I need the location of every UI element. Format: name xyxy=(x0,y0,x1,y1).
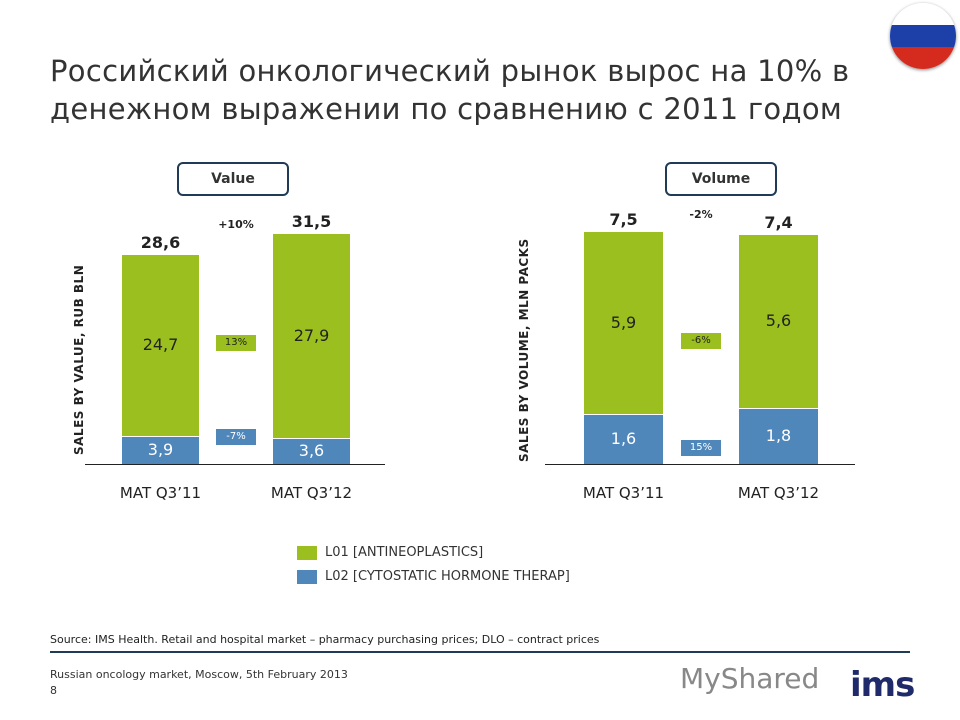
x-axis-line xyxy=(85,464,385,465)
segment-label: 5,9 xyxy=(610,312,637,332)
page-title: Российский онкологический рынок вырос на… xyxy=(50,54,850,126)
volume-y-axis-label: SALES BY VOLUME, MLN PACKS xyxy=(517,238,531,462)
legend-item-l01: L01 [ANTINEOPLASTICS] xyxy=(297,545,483,560)
segment-label: 5,6 xyxy=(765,311,792,331)
legend-item-l02: L02 [CYTOSTATIC HORMONE THERAP] xyxy=(297,569,570,584)
change-arrow-l02: -7% xyxy=(216,429,256,445)
segment-label: 24,7 xyxy=(142,335,179,355)
segment-label: 3,9 xyxy=(147,439,174,459)
change-arrow-l01: -6% xyxy=(681,333,721,349)
value-y-axis-label: SALES BY VALUE, RUB BLN xyxy=(72,264,86,455)
bar-segment-l01 xyxy=(584,231,663,415)
footer-text: Russian oncology market, Moscow, 5th Feb… xyxy=(50,668,348,681)
x-tick-label: MAT Q3’12 xyxy=(737,484,820,502)
x-tick-label: MAT Q3’11 xyxy=(582,484,665,502)
x-tick-label: MAT Q3’12 xyxy=(270,484,353,502)
watermark: MyShared xyxy=(680,662,820,695)
value-header: Value xyxy=(177,162,289,196)
total-label: 31,5 xyxy=(291,212,332,232)
segment-label: 3,6 xyxy=(298,440,325,460)
legend-label: L02 [CYTOSTATIC HORMONE THERAP] xyxy=(325,569,570,584)
x-tick-label: MAT Q3’11 xyxy=(119,484,202,502)
bar-segment-l02 xyxy=(739,408,818,464)
volume-header: Volume xyxy=(665,162,777,196)
x-axis-line xyxy=(545,464,855,465)
legend-swatch-l01 xyxy=(297,545,317,560)
segment-label: 27,9 xyxy=(293,325,330,345)
ims-logo: ims xyxy=(850,665,915,705)
total-label: 28,6 xyxy=(140,233,181,253)
total-change-label: +10% xyxy=(218,218,254,231)
total-change-label: -2% xyxy=(689,208,713,221)
total-label: 7,4 xyxy=(764,212,793,232)
page-number: 8 xyxy=(50,684,57,697)
bar-segment-l02 xyxy=(122,435,199,464)
change-arrow-l01: 13% xyxy=(216,335,256,351)
segment-label: 1,6 xyxy=(610,429,637,449)
bar-segment-l02 xyxy=(273,437,350,464)
segment-label: 1,8 xyxy=(765,426,792,446)
legend-label: L01 [ANTINEOPLASTICS] xyxy=(325,545,484,560)
bar-segment-l01 xyxy=(122,255,199,436)
source-note: Source: IMS Health. Retail and hospital … xyxy=(50,633,600,646)
legend-swatch-l02 xyxy=(297,569,317,584)
total-label: 7,5 xyxy=(609,209,638,229)
footer-divider xyxy=(50,651,910,653)
bar-segment-l02 xyxy=(584,414,663,464)
bar-segment-l01 xyxy=(273,234,350,438)
change-arrow-l02: 15% xyxy=(681,440,721,456)
bar-segment-l01 xyxy=(739,234,818,409)
russia-flag-icon xyxy=(890,3,956,69)
